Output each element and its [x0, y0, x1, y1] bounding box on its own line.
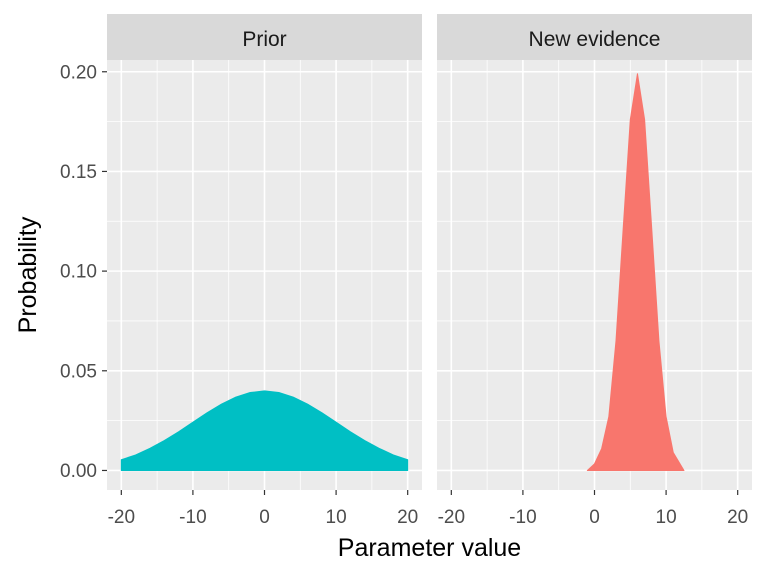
panel-new-evidence-strip	[437, 14, 752, 60]
x-tick-label: -20	[438, 507, 465, 528]
x-tick-label: 0	[589, 507, 600, 528]
y-tick-label: 0.00	[60, 461, 97, 482]
panel-new-evidence: New evidence	[437, 14, 752, 490]
x-axis-prior: -20 -10 0 10 20	[108, 490, 418, 528]
y-axis: 0.00 0.05 0.10 0.15 0.20	[60, 62, 107, 482]
x-tick-label: -10	[179, 507, 206, 528]
y-tick-label: 0.15	[60, 162, 97, 183]
panel-new-evidence-strip-label: New evidence	[529, 28, 661, 51]
y-tick-label: 0.10	[60, 262, 97, 283]
new-evidence-density-area	[586, 73, 685, 471]
x-tick-label: 0	[259, 507, 270, 528]
panel-prior-strip	[107, 14, 422, 60]
y-tick-label: 0.20	[60, 62, 97, 83]
x-tick-label: 20	[727, 507, 748, 528]
y-axis-title: Probability	[14, 216, 42, 333]
prior-density-area	[120, 390, 409, 471]
x-tick-label: 10	[656, 507, 677, 528]
x-axis-new-evidence: -20 -10 0 10 20	[438, 490, 748, 528]
y-tick-label: 0.05	[60, 361, 97, 382]
panel-prior-strip-label: Prior	[242, 28, 286, 51]
x-axis-title: Parameter value	[338, 534, 521, 562]
x-tick-label: 20	[397, 507, 418, 528]
panel-prior: Prior	[107, 14, 422, 490]
x-tick-label: 10	[326, 507, 347, 528]
x-tick-label: -20	[108, 507, 135, 528]
x-tick-label: -10	[509, 507, 536, 528]
